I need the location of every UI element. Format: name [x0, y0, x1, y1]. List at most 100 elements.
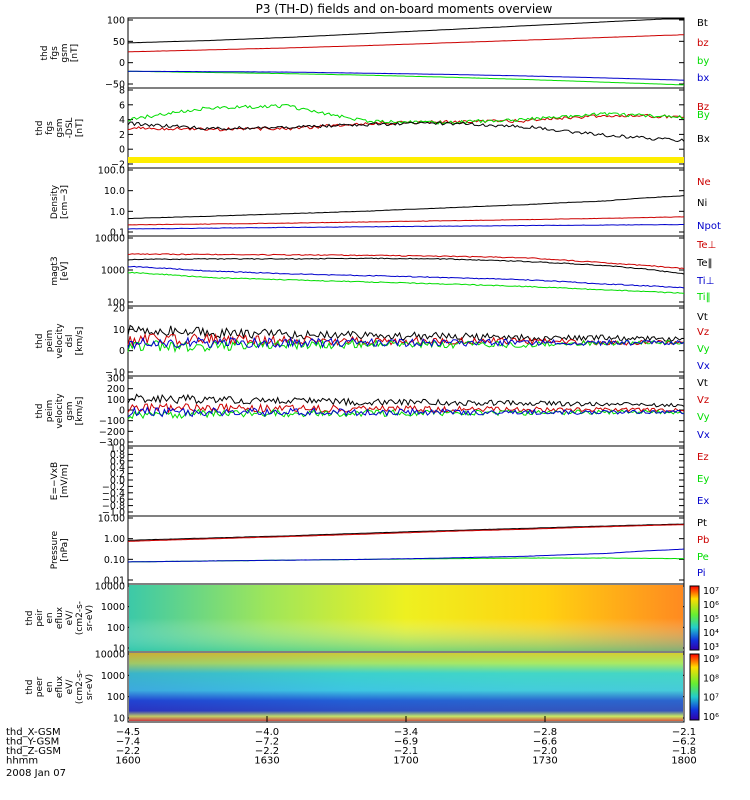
legend-label: Vx	[697, 361, 710, 372]
legend-label: Pi	[697, 568, 706, 579]
figure-title: P3 (TH-D) fields and on-board moments ov…	[256, 2, 553, 16]
legend-label: Pt	[697, 518, 707, 529]
legend-label: by	[697, 56, 709, 67]
legend-label: Vz	[697, 395, 709, 406]
panel-peer: thd peer en eflux eV/(cm2-s-sr-eV) 10000 1000 1…	[25, 650, 719, 725]
y-axis-label: thd	[35, 334, 45, 349]
y-tick-label: 0.4	[110, 463, 125, 474]
series-line-bx	[127, 70, 685, 81]
y-tick-label: 100	[107, 623, 125, 634]
legend-label: Ni	[697, 198, 707, 209]
colorbar-tick-label: 10⁸	[703, 673, 719, 684]
colorbar	[689, 585, 700, 651]
y-tick-label: 0	[119, 145, 125, 156]
y-tick-label: −10	[105, 368, 125, 379]
y-axis-label: [mV/m]	[60, 464, 70, 498]
y-axis-label: peim	[45, 330, 55, 353]
x-axis: −4.5−7.4−2.21600−4.0−7.2−2.21630−3.4−6.9…	[6, 716, 697, 767]
series-line-Ti‖	[127, 271, 685, 294]
x-tick-label: −7.2	[255, 737, 279, 748]
y-tick-label: 300	[107, 374, 125, 385]
y-tick-label: 200	[107, 384, 125, 395]
x-tick-label: 1730	[532, 756, 557, 767]
y-tick-label: 1.00	[104, 534, 125, 545]
y-tick-label: 10	[113, 325, 125, 336]
y-tick-label: 0	[119, 58, 125, 69]
legend-label: Ne	[697, 177, 711, 188]
x-tick-label: −4.5	[116, 727, 140, 738]
legend-label: bx	[697, 73, 709, 84]
series-line-Pi	[127, 548, 685, 563]
legend-label: Ey	[697, 474, 709, 485]
y-tick-label: −300	[99, 438, 125, 449]
series-line-Vx	[127, 336, 685, 350]
y-tick-label: −0.6	[102, 495, 125, 506]
y-axis-label: peim	[45, 400, 55, 423]
legend-label: Bx	[697, 134, 710, 145]
y-tick-label: 1.0	[110, 207, 125, 218]
y-tick-label: 2	[119, 130, 125, 141]
y-axis-label: dsl	[65, 335, 75, 348]
series-line-Vx	[127, 406, 685, 418]
y-tick-label: 100	[107, 16, 125, 27]
y-axis-label: gsm	[60, 43, 70, 62]
y-tick-label: 10000	[95, 650, 125, 661]
y-tick-label: 10	[113, 714, 125, 725]
y-axis-label: [km/s]	[75, 327, 85, 356]
legend-label: Bz	[697, 102, 709, 113]
series-line-Te⊥	[127, 253, 685, 270]
y-axis-label: thd	[35, 121, 45, 136]
y-axis-label: magt3	[50, 256, 60, 285]
y-axis-label: [nT]	[70, 44, 80, 62]
series-line-Bx	[127, 121, 685, 143]
y-tick-label: 1.0	[110, 444, 125, 455]
y-tick-label: 0.1	[110, 228, 125, 239]
series-line-Ni	[127, 195, 685, 220]
y-tick-label: 100.0	[98, 166, 125, 177]
series-line-Te‖	[127, 257, 685, 275]
panel-frame	[127, 445, 685, 517]
y-axis-label: gsm	[55, 118, 65, 137]
y-tick-label: 10.0	[104, 186, 125, 197]
fgm-flag-bar	[128, 157, 684, 163]
y-tick-label: 0	[119, 406, 125, 417]
series-line-Pb	[127, 524, 684, 542]
legend-label: Ez	[697, 452, 709, 463]
x-tick-label: −2.1	[672, 727, 696, 738]
series-line-Ne	[127, 216, 685, 226]
y-axis-label: E=−VxB	[50, 462, 60, 500]
y-axis-label: -DSL	[65, 118, 75, 139]
legend-label: Te‖	[696, 258, 713, 269]
x-tick-label: −7.4	[116, 737, 140, 748]
y-tick-label: 10000	[95, 234, 125, 245]
series-line-Ti⊥	[127, 265, 685, 289]
legend-label: Ex	[697, 496, 709, 507]
panel-temp: magt3 [eV] 10000 1000 100 Te⊥ Te‖ Ti⊥ Ti‖	[50, 234, 716, 309]
series-line-Bt	[127, 18, 684, 44]
legend-label: bz	[697, 38, 709, 49]
y-axis-label: sr-eV)	[85, 605, 95, 631]
y-tick-label: 0	[119, 346, 125, 357]
y-tick-label: −50	[105, 80, 125, 91]
legend-label: Vy	[697, 344, 710, 355]
series-line-bz	[127, 34, 685, 53]
legend-label: Ti‖	[696, 292, 711, 303]
y-tick-label: 1000	[101, 266, 125, 277]
legend-label: Bt	[697, 18, 708, 29]
x-tick-label: −6.9	[394, 737, 418, 748]
legend-label: Pb	[697, 535, 709, 546]
y-tick-label: 0.10	[104, 555, 125, 566]
x-tick-label: 1630	[254, 756, 279, 767]
spectrogram-overlay	[129, 585, 683, 651]
y-axis-label: Density	[50, 184, 60, 219]
spectrogram-overlay	[129, 653, 683, 721]
y-tick-label: 4	[119, 115, 125, 126]
x-tick-label: −2.2	[116, 746, 140, 757]
y-tick-label: 20	[113, 304, 125, 315]
y-tick-label: 100	[107, 395, 125, 406]
legend-label: Te⊥	[696, 240, 716, 251]
x-tick-label: −2.0	[533, 746, 557, 757]
y-axis-label: thd	[40, 46, 50, 61]
y-tick-label: 10.00	[98, 514, 125, 525]
